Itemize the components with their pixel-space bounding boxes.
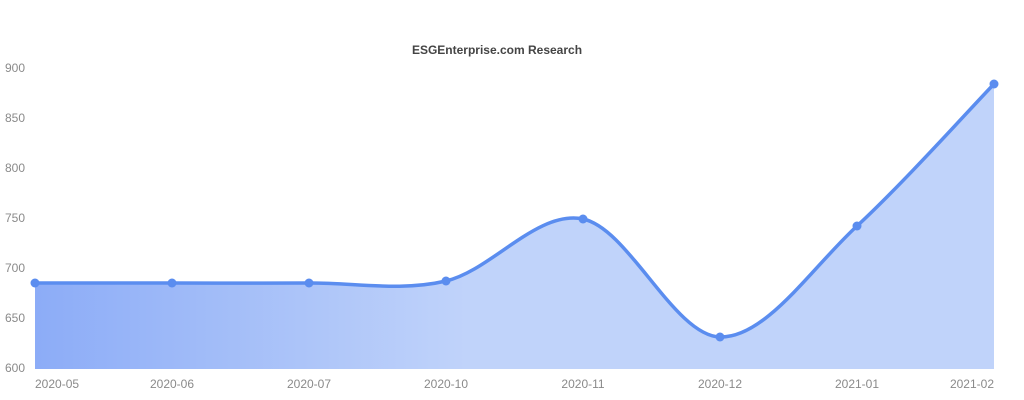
point [852, 221, 862, 231]
x-tick-label: 2021-01 [835, 377, 879, 391]
x-tick-label: 2020-12 [698, 377, 742, 391]
y-tick-label: 750 [5, 211, 25, 225]
y-tick-label: 900 [5, 61, 25, 75]
y-tick-label: 600 [5, 361, 25, 375]
y-tick-label: 650 [5, 311, 25, 325]
x-tick-label: 2020-10 [424, 377, 468, 391]
x-tick-label: 2020-07 [287, 377, 331, 391]
x-tick-label: 2020-06 [150, 377, 194, 391]
point [578, 214, 588, 224]
x-tick-label: 2020-11 [561, 377, 604, 391]
y-tick-label: 700 [5, 261, 25, 275]
point [30, 278, 40, 288]
chart-title: ESGEnterprise.com Research [412, 43, 582, 57]
area [35, 84, 994, 369]
point [441, 276, 451, 286]
point [167, 278, 177, 288]
point [304, 278, 314, 288]
point [715, 332, 725, 342]
x-tick-label: 2020-05 [35, 377, 79, 391]
x-tick-label: 2021-02 [950, 377, 994, 391]
y-tick-label: 850 [5, 111, 25, 125]
point [989, 79, 999, 89]
y-tick-label: 800 [5, 161, 25, 175]
